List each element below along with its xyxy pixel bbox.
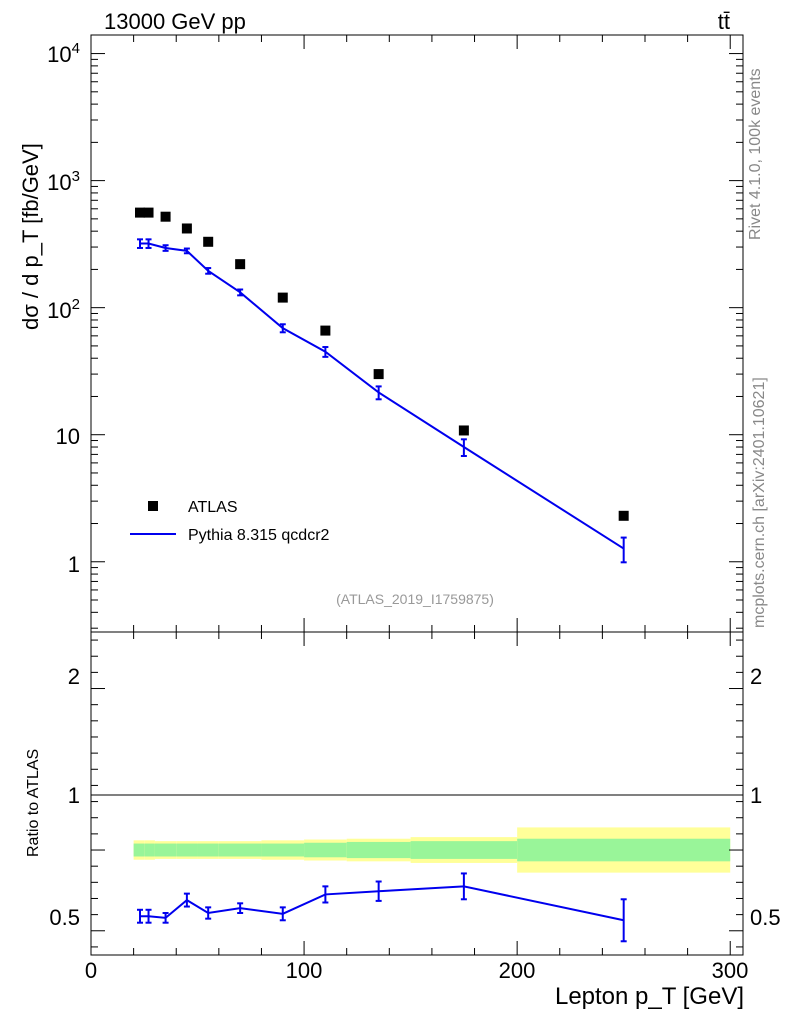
- atlas-data-point: [160, 211, 171, 222]
- ytick-label-1e4: 104: [47, 40, 80, 67]
- ratio-uncertainty-band: [133, 827, 731, 873]
- ratio-band-inner-segment: [197, 843, 219, 857]
- ytick-label-10: 10: [56, 424, 80, 449]
- ratio-y-tick-labels: 2 1 0.5 2 1 0.5: [49, 664, 780, 930]
- ytick-exponent-1e4: 4: [72, 40, 80, 57]
- ytick-label-1: 1: [68, 552, 80, 577]
- ratio-band-inner-segment: [304, 842, 347, 858]
- side-text-lower: mcplots.cern.ch [arXiv:2401.10621]: [751, 377, 768, 628]
- ratio-ytick-2-right: 2: [750, 664, 762, 689]
- ratio-band-inner-segment: [218, 843, 262, 857]
- ytick-label-1e2: 102: [47, 296, 80, 323]
- atlas-data-point: [203, 236, 214, 247]
- atlas-data-point: [458, 425, 469, 436]
- ratio-band-inner-segment: [176, 843, 198, 857]
- side-text-upper: Rivet 4.1.0, 100k events: [747, 68, 764, 240]
- ratio-band-inner-segment: [133, 843, 145, 857]
- atlas-data-point: [618, 510, 629, 521]
- ytick-exponent-1e3: 3: [72, 168, 80, 185]
- ratio-ytick-05-right: 0.5: [750, 905, 781, 930]
- main-y-tick-labels: 104 103 102 10 1: [47, 40, 80, 577]
- main-y-axis-label: dσ / d p_T [fb/GeV]: [18, 143, 43, 330]
- ratio-band-inner-segment: [410, 841, 518, 859]
- ratio-marks: [137, 872, 627, 943]
- ratio-y-axis-label: Ratio to ATLAS: [25, 749, 42, 857]
- ratio-band-inner-segment: [261, 843, 305, 857]
- atlas-data-point: [135, 207, 146, 218]
- ratio-band-inner-segment: [346, 841, 411, 859]
- legend-mc-label: Pythia 8.315 qcdcr2: [188, 527, 330, 544]
- header-left-label: 13000 GeV pp: [104, 9, 246, 34]
- ratio-ytick-1-left: 1: [68, 783, 80, 808]
- legend-data-marker: [148, 501, 158, 511]
- ratio-frame: [90, 631, 744, 956]
- ytick-exponent-1e2: 2: [72, 296, 80, 313]
- legend-data-label: ATLAS: [188, 499, 238, 516]
- atlas-data-point: [181, 223, 192, 234]
- main-panel: 104 103 102 10 1 dσ / d p_T [fb/GeV] (AT…: [18, 34, 744, 633]
- ytick-label-1e3: 103: [47, 168, 80, 195]
- x-axis-label: Lepton p_T [GeV]: [555, 983, 744, 1010]
- header-right-label: tt̄: [718, 9, 730, 34]
- atlas-data-point: [235, 259, 246, 270]
- ratio-ytick-05-left: 0.5: [49, 905, 80, 930]
- main-ticks: [90, 35, 743, 632]
- atlas-data-point: [320, 325, 331, 336]
- ratio-panel: 2 1 0.5 2 1 0.5 Ratio to ATLAS 0 100 200…: [25, 631, 781, 1010]
- xtick-label-200: 200: [499, 958, 536, 983]
- ratio-ytick-2-left: 2: [68, 664, 80, 689]
- ratio-band-inner-segment: [154, 843, 177, 857]
- x-tick-labels: 0 100 200 300: [85, 958, 748, 983]
- ratio-mc-line: [140, 885, 624, 922]
- atlas-data-point: [143, 207, 154, 218]
- atlas-data-point: [277, 292, 288, 303]
- xtick-label-100: 100: [286, 958, 323, 983]
- atlas-data-point: [373, 369, 384, 380]
- legend: ATLAS Pythia 8.315 qcdcr2: [130, 499, 330, 544]
- xtick-label-0: 0: [85, 958, 97, 983]
- xtick-label-300: 300: [712, 958, 749, 983]
- ratio-band-inner-segment: [144, 843, 155, 857]
- ratio-ytick-1-right: 1: [750, 783, 762, 808]
- ratio-band-inner-segment: [517, 838, 731, 862]
- analysis-watermark: (ATLAS_2019_I1759875): [336, 591, 494, 607]
- main-marks: [135, 207, 629, 564]
- ratio-ticks: [90, 632, 743, 955]
